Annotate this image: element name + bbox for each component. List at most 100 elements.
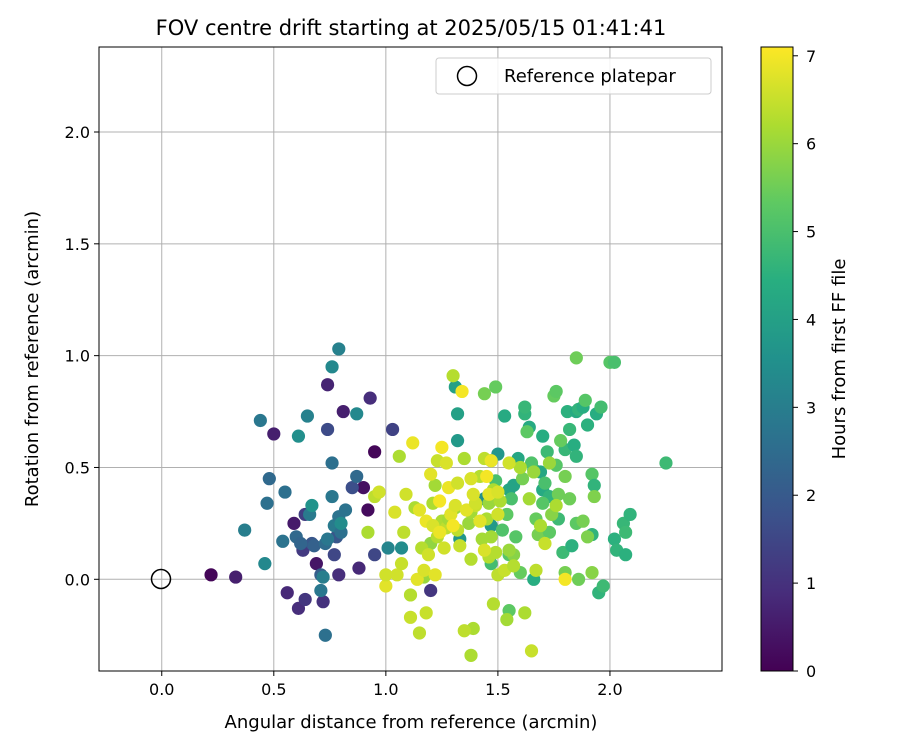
colorbar	[760, 46, 794, 672]
grid	[99, 47, 722, 671]
scatter-point	[464, 472, 478, 486]
scatter-point	[379, 568, 393, 582]
scatter-point	[448, 498, 462, 513]
scatter-point	[596, 579, 610, 593]
scatter-point	[446, 369, 460, 383]
scatter-point	[486, 597, 501, 611]
colorbar-tick-label: 2	[806, 486, 816, 505]
scatter-point	[477, 543, 492, 557]
scatter-point	[549, 384, 563, 399]
scatter-point	[424, 467, 438, 481]
legend-marker	[456, 65, 478, 87]
scatter-point	[406, 436, 420, 450]
colorbar-label: Hours from first FF file	[829, 259, 850, 460]
scatter-point	[403, 588, 418, 602]
reference-platepar-marker	[150, 568, 172, 590]
x-tick-label: 0.0	[149, 680, 174, 699]
scatter-point	[538, 476, 552, 490]
scatter-point	[578, 393, 592, 407]
scatter-point	[412, 626, 427, 640]
scatter-point	[350, 407, 364, 421]
chart-title: FOV centre drift starting at 2025/05/15 …	[156, 16, 667, 40]
scatter-point	[327, 548, 341, 562]
scatter-point	[300, 409, 315, 423]
scatter-point	[368, 445, 382, 459]
scatter-point	[238, 523, 252, 537]
scatter-point	[538, 536, 552, 551]
scatter-point	[569, 449, 583, 463]
scatter-point	[576, 514, 590, 528]
scatter-point	[361, 525, 375, 539]
y-tick-label: 2.0	[65, 123, 90, 142]
scatter-point	[594, 400, 608, 414]
scatter-point	[320, 532, 335, 546]
scatter-point	[307, 539, 321, 553]
scatter-point	[502, 543, 516, 557]
scatter-point	[267, 427, 281, 441]
scatter-point	[276, 534, 290, 548]
scatter-point	[489, 380, 503, 394]
scatter-point	[450, 476, 465, 490]
scatter-point	[506, 559, 521, 573]
scatter-point	[399, 487, 413, 501]
scatter-point	[464, 552, 478, 566]
scatter-point	[518, 400, 532, 414]
scatter-point	[332, 568, 346, 582]
scatter-point	[316, 595, 330, 609]
scatter-point	[619, 525, 633, 539]
scatter-point	[294, 536, 308, 551]
scatter-point	[433, 525, 447, 539]
scatter-point	[540, 445, 554, 459]
scatter-point	[659, 456, 673, 470]
scatter-point	[484, 530, 498, 544]
scatter-point	[536, 429, 550, 443]
scatter-point	[536, 496, 550, 510]
scatter-point	[556, 545, 570, 560]
scatter-point	[253, 413, 267, 428]
scatter-point	[345, 481, 359, 495]
scatter-point	[334, 516, 348, 530]
colorbar-tick-label: 7	[806, 47, 816, 66]
scatter-point	[320, 422, 335, 437]
scatter-point	[352, 561, 366, 575]
scatter-point	[542, 525, 557, 539]
scatter-point	[554, 434, 568, 448]
scatter-point	[336, 404, 350, 419]
scatter-point	[361, 503, 375, 517]
scatter-point	[280, 586, 294, 600]
scatter-point	[410, 572, 424, 586]
scatter-point	[394, 557, 409, 571]
scatter-point	[260, 496, 274, 510]
scatter-point	[565, 539, 579, 553]
scatter-point	[480, 469, 494, 484]
scatter-point	[495, 523, 509, 537]
scatter-point	[318, 628, 332, 642]
scatter-point	[619, 548, 633, 562]
scatter-point	[298, 592, 312, 607]
scatter-point	[462, 516, 476, 530]
scatter-point	[278, 485, 292, 499]
x-tick-label: 0.5	[261, 680, 286, 699]
scatter-point	[325, 360, 339, 374]
plot-frame	[98, 46, 723, 672]
scatter-point	[435, 440, 449, 454]
scatter-point	[457, 624, 471, 638]
scatter-point	[381, 541, 395, 555]
scatter-point	[542, 456, 557, 470]
scatter-point	[502, 456, 516, 470]
scatter-point	[567, 438, 581, 452]
scatter-point	[229, 570, 243, 584]
scatter-point	[477, 387, 492, 401]
scatter-point	[513, 460, 527, 475]
scatter-point	[450, 407, 465, 421]
scatter-point	[291, 429, 306, 443]
scatter-point	[509, 530, 523, 544]
scatter-point	[563, 422, 577, 437]
scatter-point	[491, 507, 505, 522]
scatter-point	[419, 606, 433, 620]
scatter-point	[305, 498, 319, 513]
scatter-point	[437, 541, 451, 555]
scatter-point	[258, 557, 272, 571]
scatter-point	[563, 492, 577, 506]
scatter-point	[446, 519, 460, 533]
